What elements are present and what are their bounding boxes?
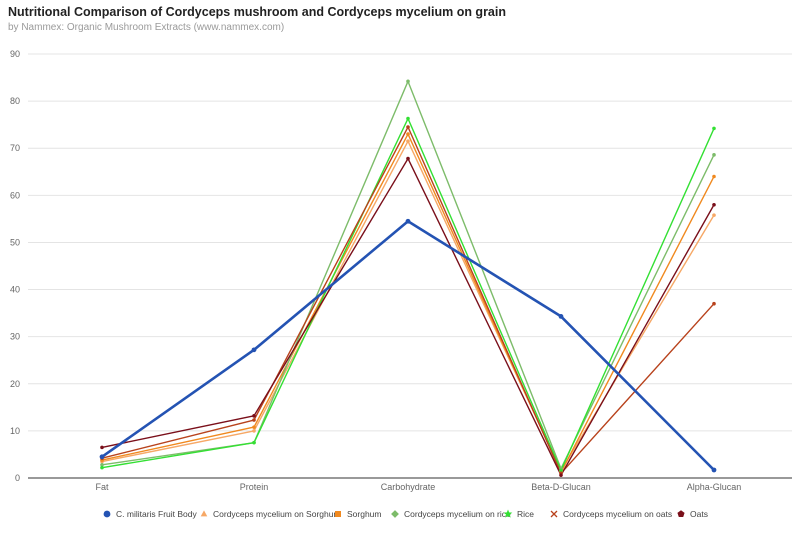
data-point (559, 468, 563, 473)
legend-item: Sorghum (335, 509, 382, 519)
series-line (101, 133, 715, 474)
data-point (406, 156, 410, 161)
data-point (712, 213, 716, 217)
data-point (712, 153, 716, 157)
y-tick-label: 90 (10, 49, 20, 59)
y-tick-label: 70 (10, 143, 20, 153)
legend-marker (391, 510, 399, 518)
legend-marker (103, 510, 111, 518)
legend-item: Cordyceps mycelium on Sorghum (200, 509, 341, 519)
legend-item: Cordyceps mycelium on oats (550, 509, 672, 519)
series-line (101, 126, 715, 474)
data-point (99, 454, 105, 460)
data-point (406, 139, 410, 143)
series-line (101, 219, 715, 471)
legend: C. militaris Fruit Body Cordyceps myceliu… (103, 509, 708, 519)
series-line (101, 157, 715, 476)
legend-label: Cordyceps mycelium on rice (404, 509, 511, 519)
data-point (712, 301, 716, 306)
chart-title: Nutritional Comparison of Cordyceps mush… (8, 5, 506, 19)
x-tick-label: Alpha-Glucan (687, 482, 742, 492)
axis-labels: 0 10 20 30 40 50 60 70 80 90 Fat Protein Carbohydrat… (10, 49, 741, 492)
legend-item: Cordyceps mycelium on rice (391, 509, 511, 519)
legend-label: Oats (690, 509, 708, 519)
y-tick-label: 60 (10, 190, 20, 200)
data-point (252, 440, 256, 445)
x-tick-label: Carbohydrate (381, 482, 436, 492)
legend-item: C. militaris Fruit Body (103, 509, 198, 519)
series-line (101, 140, 715, 472)
data-point (406, 79, 410, 84)
y-tick-label: 50 (10, 237, 20, 247)
x-tick-label: Beta-D-Glucan (531, 482, 591, 492)
data-point (252, 414, 256, 418)
legend-label: Rice (517, 509, 534, 519)
legend-marker (503, 509, 513, 518)
x-tick-label: Protein (240, 482, 269, 492)
data-point (251, 347, 257, 353)
data-point (406, 132, 410, 136)
data-points (99, 79, 717, 477)
grid-lines (28, 53, 792, 479)
data-point (100, 445, 104, 450)
data-point (406, 116, 410, 121)
y-tick-label: 80 (10, 96, 20, 106)
data-point (252, 425, 256, 429)
y-tick-label: 40 (10, 285, 20, 295)
legend-marker (677, 510, 685, 518)
legend-item: Rice (503, 509, 534, 519)
data-point (712, 126, 716, 131)
legend-label: Cordyceps mycelium on oats (563, 509, 672, 519)
data-point (406, 125, 410, 129)
data-point (712, 202, 716, 207)
series-line (101, 117, 715, 472)
data-point (558, 314, 564, 319)
data-point (711, 467, 717, 473)
y-tick-label: 30 (10, 332, 20, 342)
y-tick-label: 10 (10, 426, 20, 436)
legend-label: Cordyceps mycelium on Sorghum (213, 509, 341, 519)
chart-subtitle: by Nammex: Organic Mushroom Extracts (ww… (8, 22, 285, 33)
y-tick-label: 0 (15, 473, 20, 483)
data-point (100, 465, 104, 470)
data-point (252, 429, 256, 433)
data-point (100, 463, 104, 467)
data-point (559, 473, 563, 477)
data-point (712, 174, 716, 179)
legend-marker (335, 511, 341, 517)
data-point (405, 218, 411, 224)
legend-label: Sorghum (347, 509, 382, 519)
data-point (252, 418, 256, 422)
y-tick-label: 20 (10, 379, 20, 389)
legend-marker (200, 510, 208, 517)
legend-item: Oats (677, 509, 708, 519)
legend-label: C. militaris Fruit Body (116, 509, 198, 519)
x-tick-label: Fat (95, 482, 109, 492)
legend-marker (550, 510, 558, 518)
